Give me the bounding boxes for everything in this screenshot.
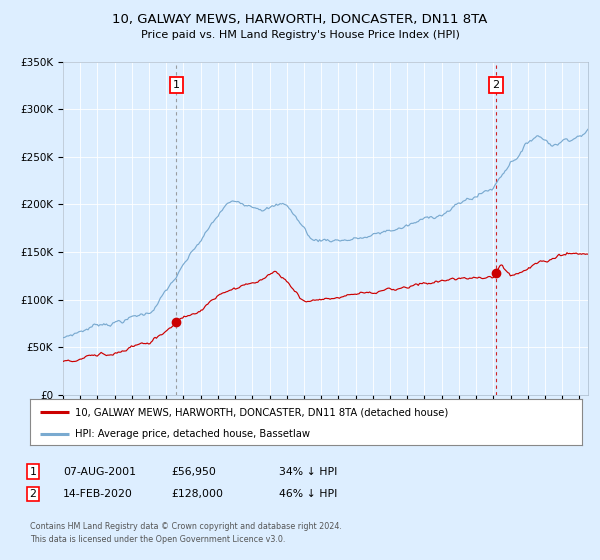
Text: 46% ↓ HPI: 46% ↓ HPI — [279, 489, 337, 499]
Text: 34% ↓ HPI: 34% ↓ HPI — [279, 466, 337, 477]
Text: 14-FEB-2020: 14-FEB-2020 — [63, 489, 133, 499]
Text: 10, GALWAY MEWS, HARWORTH, DONCASTER, DN11 8TA: 10, GALWAY MEWS, HARWORTH, DONCASTER, DN… — [112, 13, 488, 26]
Text: 1: 1 — [29, 466, 37, 477]
Text: 2: 2 — [29, 489, 37, 499]
Text: £128,000: £128,000 — [171, 489, 223, 499]
Text: 1: 1 — [173, 80, 179, 90]
Text: 2: 2 — [493, 80, 499, 90]
Text: Price paid vs. HM Land Registry's House Price Index (HPI): Price paid vs. HM Land Registry's House … — [140, 30, 460, 40]
Text: Contains HM Land Registry data © Crown copyright and database right 2024.
This d: Contains HM Land Registry data © Crown c… — [30, 522, 342, 544]
Text: 07-AUG-2001: 07-AUG-2001 — [63, 466, 136, 477]
Text: £56,950: £56,950 — [171, 466, 216, 477]
Text: HPI: Average price, detached house, Bassetlaw: HPI: Average price, detached house, Bass… — [75, 429, 310, 438]
Text: 10, GALWAY MEWS, HARWORTH, DONCASTER, DN11 8TA (detached house): 10, GALWAY MEWS, HARWORTH, DONCASTER, DN… — [75, 407, 449, 417]
